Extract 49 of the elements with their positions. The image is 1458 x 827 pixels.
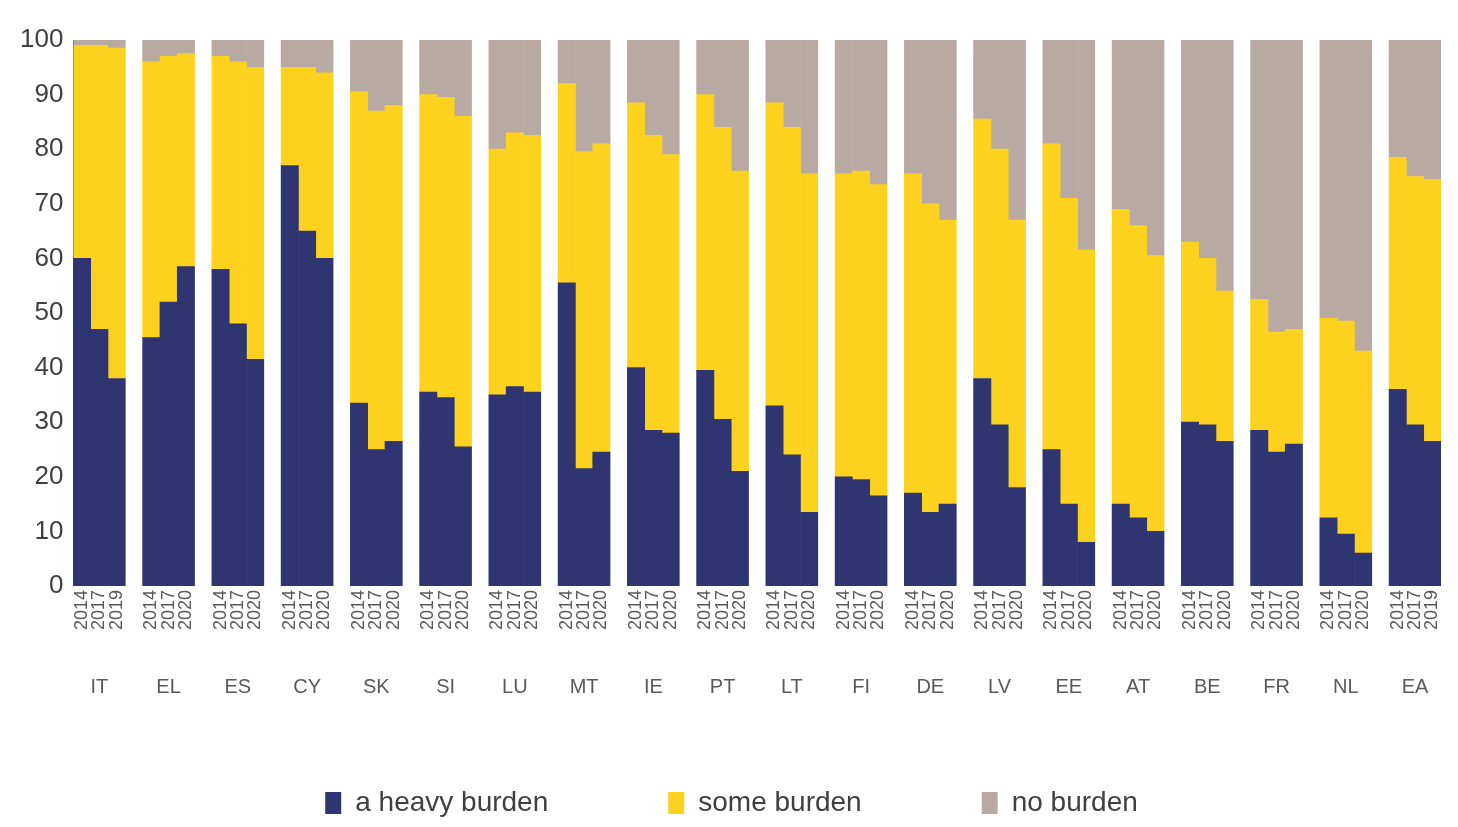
text: SI <box>436 674 456 697</box>
legend-label: a heavy burden <box>355 785 549 817</box>
text: PT <box>709 674 736 697</box>
y-tick-label: 0 <box>48 569 64 600</box>
y-tick-label: 40 <box>34 350 64 381</box>
text: FI <box>852 674 870 697</box>
text: ES <box>224 674 252 697</box>
x-tick-label: 2020 <box>798 589 819 630</box>
text: SK <box>363 674 391 697</box>
text: BE <box>1193 674 1221 697</box>
x-tick-label: 2020 <box>1352 589 1373 630</box>
text: IT <box>90 674 109 697</box>
text: DE <box>916 674 945 697</box>
text: FR <box>1263 674 1290 697</box>
text: EE <box>1055 674 1083 697</box>
x-tick-label: 2014 <box>1178 589 1199 630</box>
legend-label: some burden <box>698 785 862 817</box>
text: MT <box>569 674 599 697</box>
x-tick-label: 2014 <box>555 589 576 630</box>
x-tick-label: 2014 <box>71 589 91 630</box>
x-tick-label: 2020 <box>521 589 542 630</box>
x-tick-label: 2014 <box>624 589 645 630</box>
x-tick-label: 2014 <box>278 589 299 630</box>
x-tick-label: 2014 <box>1109 589 1130 630</box>
y-tick-label: 90 <box>34 77 64 108</box>
text: LT <box>780 674 803 697</box>
y-tick-label: 50 <box>34 296 64 327</box>
text: EA <box>1401 674 1430 697</box>
y-tick-label: 30 <box>34 405 64 436</box>
x-tick-label: 2014 <box>348 589 368 630</box>
text: LV <box>988 674 1012 697</box>
x-tick-label: 2014 <box>832 589 853 630</box>
x-tick-label: 2014 <box>901 589 922 630</box>
text: NL <box>1333 674 1359 697</box>
y-tick-label: 100 <box>19 23 64 54</box>
text: EL <box>156 674 181 697</box>
y-tick-label: 10 <box>34 514 64 545</box>
x-tick-label: 2020 <box>244 589 265 630</box>
x-tick-label: 2020 <box>1075 589 1096 630</box>
legend-label: no burden <box>1011 785 1138 817</box>
y-tick-label: 80 <box>34 132 64 163</box>
text: LU <box>502 674 528 697</box>
text: AT <box>1126 674 1151 697</box>
x-tick-label: 2014 <box>1386 589 1407 630</box>
y-tick-label: 70 <box>34 186 64 217</box>
text: IE <box>643 674 663 697</box>
y-tick-label: 20 <box>34 459 64 490</box>
text: CY <box>293 674 321 697</box>
y-tick-label: 60 <box>34 241 64 272</box>
